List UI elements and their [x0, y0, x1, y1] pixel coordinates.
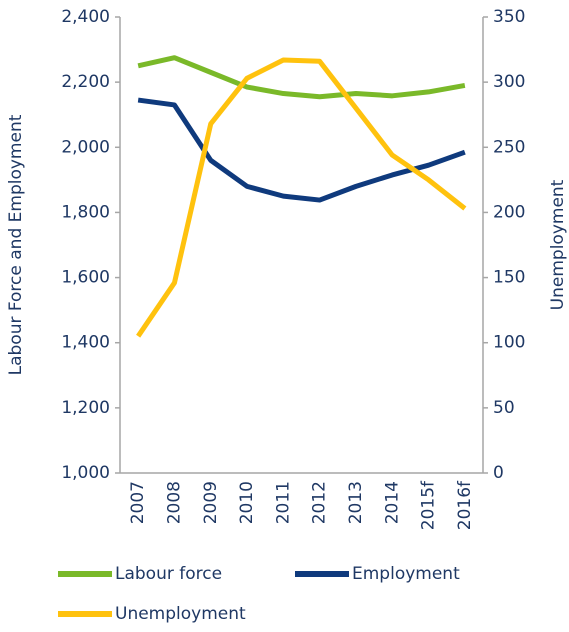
x-tick-label: 2008 — [164, 481, 184, 524]
y2-tick-label: 50 — [493, 398, 515, 418]
x-tick-label: 2016f — [455, 480, 475, 530]
y2-tick-label: 300 — [493, 72, 525, 92]
y-axis-title: Labour Force and Employment — [6, 114, 26, 375]
y-tick-label: 2,000 — [61, 137, 110, 157]
line-series — [137, 55, 466, 100]
y-tick-label: 1,400 — [61, 333, 110, 353]
y-tick-label: 2,400 — [61, 7, 110, 27]
y2-axis-title: Unemployment — [548, 179, 568, 310]
y2-tick-label: 350 — [493, 7, 525, 27]
y2-tick-label: 100 — [493, 333, 525, 353]
x-tick-label: 2007 — [128, 481, 148, 524]
y2-tick-label: 150 — [493, 268, 525, 288]
x-tick-label: 2009 — [201, 481, 221, 524]
y-tick-label: 1,600 — [61, 268, 110, 288]
legend-label: Labour force — [115, 564, 222, 584]
y2-tick-label: 0 — [493, 463, 504, 483]
x-tick-label: 2014 — [382, 481, 402, 524]
line-series — [137, 97, 466, 203]
legend-label: Unemployment — [115, 604, 246, 624]
y-tick-label: 2,200 — [61, 72, 110, 92]
y-tick-label: 1,800 — [61, 202, 110, 222]
y2-tick-label: 200 — [493, 202, 525, 222]
y-tick-label: 1,000 — [61, 463, 110, 483]
x-tick-label: 2010 — [237, 481, 257, 524]
x-tick-label: 2013 — [346, 481, 366, 524]
y-tick-label: 1,200 — [61, 398, 110, 418]
x-tick-label: 2011 — [273, 481, 293, 524]
y2-tick-label: 250 — [493, 137, 525, 157]
x-tick-label: 2015f — [419, 480, 439, 530]
x-tick-label: 2012 — [310, 481, 330, 524]
legend-label: Employment — [352, 564, 460, 584]
line-series — [136, 57, 467, 338]
